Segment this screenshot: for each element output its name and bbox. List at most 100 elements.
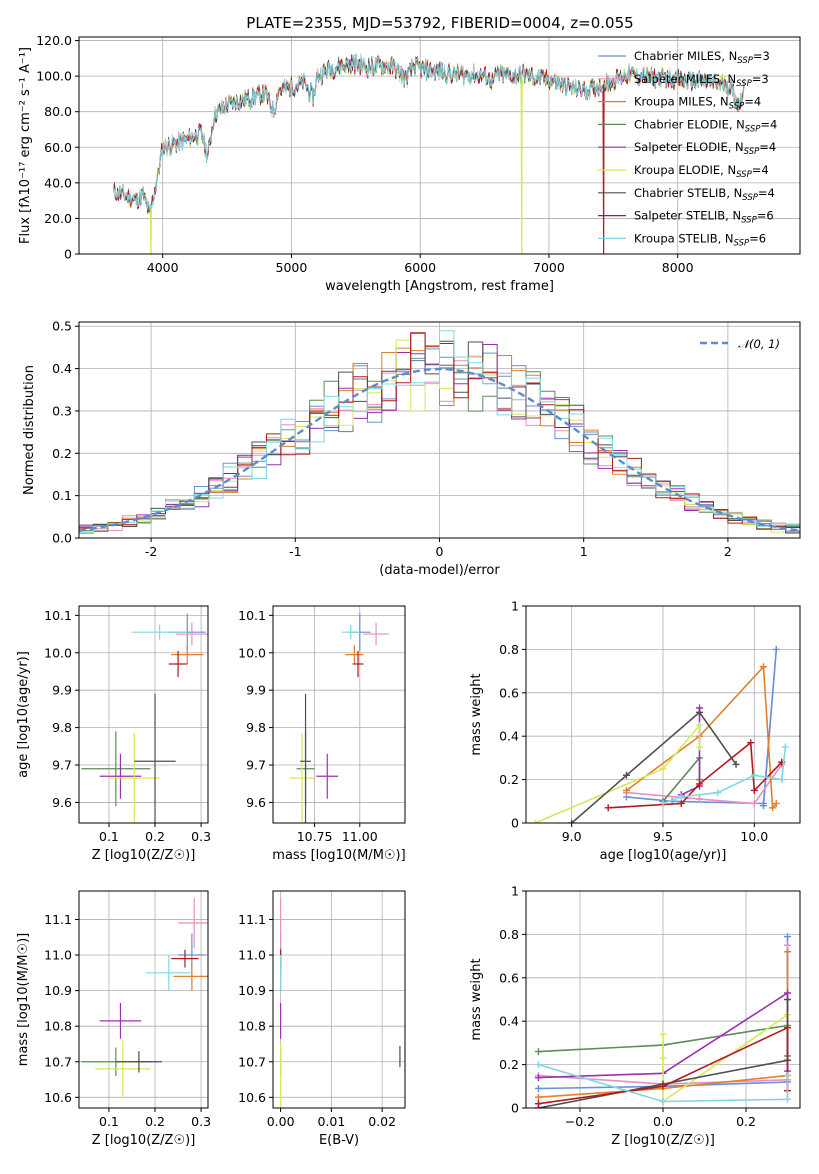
y-tick-label: 0.2 — [499, 1057, 519, 1072]
y-axis-label: mass [log10(M/M☉)] — [16, 933, 31, 1066]
legend-nssp-value: =3 — [752, 72, 769, 86]
x-axis-label: mass [log10(M/M☉)] — [272, 848, 405, 863]
legend-label: Chabrier MILES, NSSP=3 — [634, 49, 770, 66]
weight-point-marker — [622, 786, 630, 794]
y-tick-label: 10.0 — [238, 645, 266, 660]
panel-mass-vs-ebv: 0.00 0.01 0.02 10.6 10.7 10.8 10.9 11.0 11.1 — [238, 890, 406, 1129]
y-tick-label: 10.0 — [44, 645, 72, 660]
weight-line-chabrier-stelib — [571, 711, 737, 823]
weight-point-marker — [696, 708, 704, 716]
panel-mass-weight-vs-age: 9.0 9.5 10.0 0 0.2 0.4 0.6 0.8 1 — [499, 599, 801, 844]
weight-point-marker — [696, 795, 704, 803]
weight-point-marker — [781, 743, 789, 751]
y-tick-label: 10.9 — [44, 983, 72, 998]
x-axis-label: (data-model)/error — [379, 563, 500, 578]
legend-label: Kroupa ELODIE, NSSP=4 — [634, 163, 769, 180]
plot-area — [534, 933, 792, 1108]
weight-point-marker — [696, 780, 704, 788]
x-tick-label: 0.0 — [653, 1114, 673, 1129]
weight-point-marker — [784, 1071, 792, 1079]
y-axis-label: mass weight — [469, 673, 484, 755]
weight-point-marker — [659, 1054, 667, 1062]
weight-point-marker — [534, 1048, 542, 1056]
y-tick-label: 0.3 — [52, 403, 72, 418]
y-tick-label: 120.0 — [36, 33, 72, 48]
x-tick-label: 0.2 — [736, 1114, 756, 1129]
x-axis-label: age [log10(age/yr)] — [600, 848, 727, 863]
weight-point-marker — [784, 933, 792, 941]
plot-area — [289, 613, 389, 823]
y-tick-label: 60.0 — [44, 140, 72, 155]
spectrum-line-kroupa-stelib — [113, 53, 745, 212]
y-tick-label: 11.1 — [44, 912, 72, 927]
panel-age-vs-z: 0.1 0.2 0.3 9.6 9.7 9.8 9.9 10.0 10.1 — [44, 605, 211, 844]
legend-ssp-sub: SSP — [737, 56, 753, 66]
y-tick-label: 0.0 — [52, 531, 72, 546]
y-tick-label: 1 — [511, 884, 519, 899]
y-tick-label: 10.8 — [44, 1019, 72, 1034]
legend-nssp-value: =4 — [760, 117, 777, 131]
weight-point-marker — [534, 1100, 542, 1108]
y-tick-label: 9.6 — [246, 795, 266, 810]
y-tick-label: 0 — [511, 1101, 519, 1116]
y-tick-label: 80.0 — [44, 104, 72, 119]
y-axis-label: mass weight — [469, 958, 484, 1040]
legend-model-name: Kroupa STELIB — [634, 231, 718, 245]
x-tick-label: -1 — [289, 544, 301, 559]
y-tick-label: 0.4 — [499, 1014, 519, 1029]
y-tick-label: 0.8 — [499, 927, 519, 942]
x-tick-label: 0.00 — [267, 1114, 295, 1129]
plot-area — [531, 645, 789, 823]
weight-line-kroupa-elodie — [534, 723, 701, 823]
y-tick-label: 10.1 — [238, 608, 266, 623]
legend-model-name: Chabrier STELIB — [634, 186, 726, 200]
plot-area — [113, 53, 745, 254]
panel-mass-weight-vs-z: −0.2 0.0 0.2 0 0.2 0.4 0.6 0.8 1 — [499, 884, 801, 1129]
spectrum-line-chabrier-stelib — [113, 54, 745, 214]
y-tick-label: 10.7 — [238, 1054, 266, 1069]
weight-point-marker — [759, 802, 767, 810]
legend-n-prefix: , N — [721, 49, 737, 63]
weight-point-marker — [772, 799, 780, 807]
legend-ssp-sub: SSP — [742, 193, 758, 203]
y-tick-label: 0.5 — [52, 319, 72, 334]
y-tick-label: 9.8 — [52, 720, 72, 735]
weight-point-marker — [759, 663, 767, 671]
y-tick-label: 0.6 — [499, 970, 519, 985]
legend-model-name: Chabrier ELODIE — [634, 117, 729, 131]
x-axis-label: Z [log10(Z/Z☉)] — [92, 848, 196, 863]
weight-point-marker — [534, 1061, 542, 1069]
weight-point-marker — [750, 771, 758, 779]
plots-layer: 4000 5000 6000 7000 8000020.040.060.080.0100… — [16, 33, 801, 1148]
weight-line-salpeter-stelib — [608, 741, 783, 809]
legend-ssp-sub: SSP — [734, 238, 750, 248]
y-tick-label: 0.1 — [52, 488, 72, 503]
legend-n-prefix: , N — [720, 72, 736, 86]
y-tick-label: 9.9 — [246, 683, 266, 698]
legend-model-name: Salpeter STELIB — [634, 209, 725, 223]
y-tick-label: 0.2 — [52, 446, 72, 461]
plot-area — [81, 613, 208, 823]
panel-mass-vs-z: 0.1 0.2 0.3 10.6 10.7 10.8 10.9 11.0 11.1 — [44, 890, 211, 1129]
x-tick-label: 8000 — [662, 260, 694, 275]
legend-nssp-value: =3 — [753, 49, 770, 63]
y-tick-label: 0 — [511, 816, 519, 831]
y-tick-label: 9.8 — [246, 720, 266, 735]
weight-point-marker — [622, 771, 630, 779]
weight-point-marker — [604, 804, 612, 812]
weight-line-salpeter-miles — [626, 763, 783, 805]
legend-label: Chabrier STELIB, NSSP=4 — [634, 186, 775, 203]
y-tick-label: 1 — [511, 599, 519, 614]
axes-frame — [78, 890, 209, 1109]
x-tick-label: -2 — [145, 544, 157, 559]
y-tick-label: 10.6 — [44, 1090, 72, 1105]
y-axis-label: age [log10(age/yr)] — [16, 651, 31, 778]
x-tick-label: 9.5 — [653, 829, 673, 844]
y-tick-label: 0.4 — [499, 729, 519, 744]
y-tick-label: 9.7 — [246, 758, 266, 773]
y-tick-label: 11.1 — [238, 912, 266, 927]
x-tick-label: 0.01 — [317, 1114, 345, 1129]
figure-title: PLATE=2355, MJD=53792, FIBERID=0004, z=0… — [246, 14, 633, 32]
